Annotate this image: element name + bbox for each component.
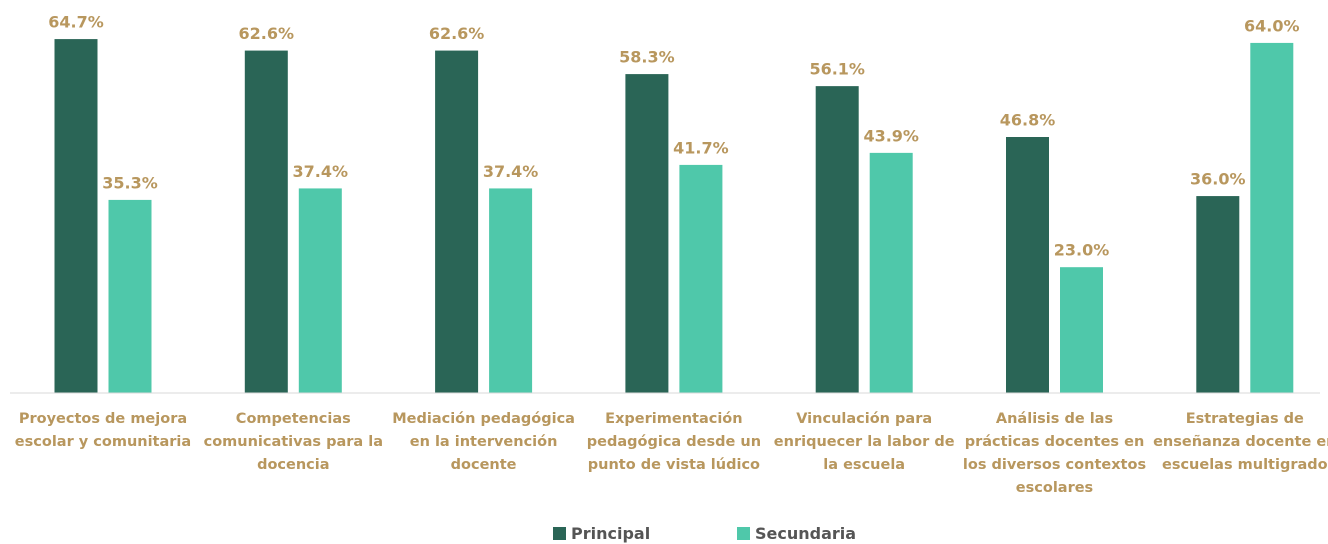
bar [815,86,859,394]
value-label: 41.7% [673,138,729,157]
bar [489,188,533,393]
legend-item: Principal [553,524,650,543]
legend-swatch [737,527,750,540]
legend-swatch [553,527,566,540]
x-tick-label: Proyectos de mejora escolar y comunitari… [14,411,192,450]
x-tick-label: Análisis de las prácticas docentes en lo… [962,411,1147,496]
value-label: 37.4% [483,162,539,181]
bar [679,164,723,393]
x-tick-label: Mediación pedagógica en la intervención … [392,411,575,473]
bar [108,199,152,393]
value-label: 43.9% [863,126,919,145]
bar [1196,196,1240,393]
value-label: 56.1% [809,60,865,79]
legend-item: Secundaria [737,524,856,543]
value-label: 58.3% [619,48,675,67]
value-label: 36.0% [1190,170,1246,189]
value-label: 37.4% [293,162,349,181]
value-label: 64.0% [1244,16,1300,35]
bar [244,50,288,393]
x-tick-label: Competencias comunicativas para la docen… [203,411,383,473]
x-tick-label: Estrategias de enseñanza docente en escu… [1153,411,1328,473]
value-label: 35.3% [102,173,158,192]
bar [869,152,913,393]
x-tick-label: Vinculación para enriquecer la labor de … [773,411,955,473]
bar [298,188,342,393]
bar [625,74,669,393]
x-tick-label: Experimentación pedagógica desde un punt… [586,411,762,473]
bar [435,50,479,393]
legend-label: Secundaria [755,524,857,543]
bar [54,39,98,393]
value-label: 46.8% [1000,111,1056,130]
bar [1250,42,1294,394]
legend-label: Principal [571,524,651,543]
bar [1006,137,1049,393]
value-label: 64.7% [48,13,104,32]
value-label: 62.6% [239,24,295,43]
value-label: 23.0% [1054,241,1110,260]
bar [1060,267,1103,393]
value-label: 62.6% [429,24,485,43]
